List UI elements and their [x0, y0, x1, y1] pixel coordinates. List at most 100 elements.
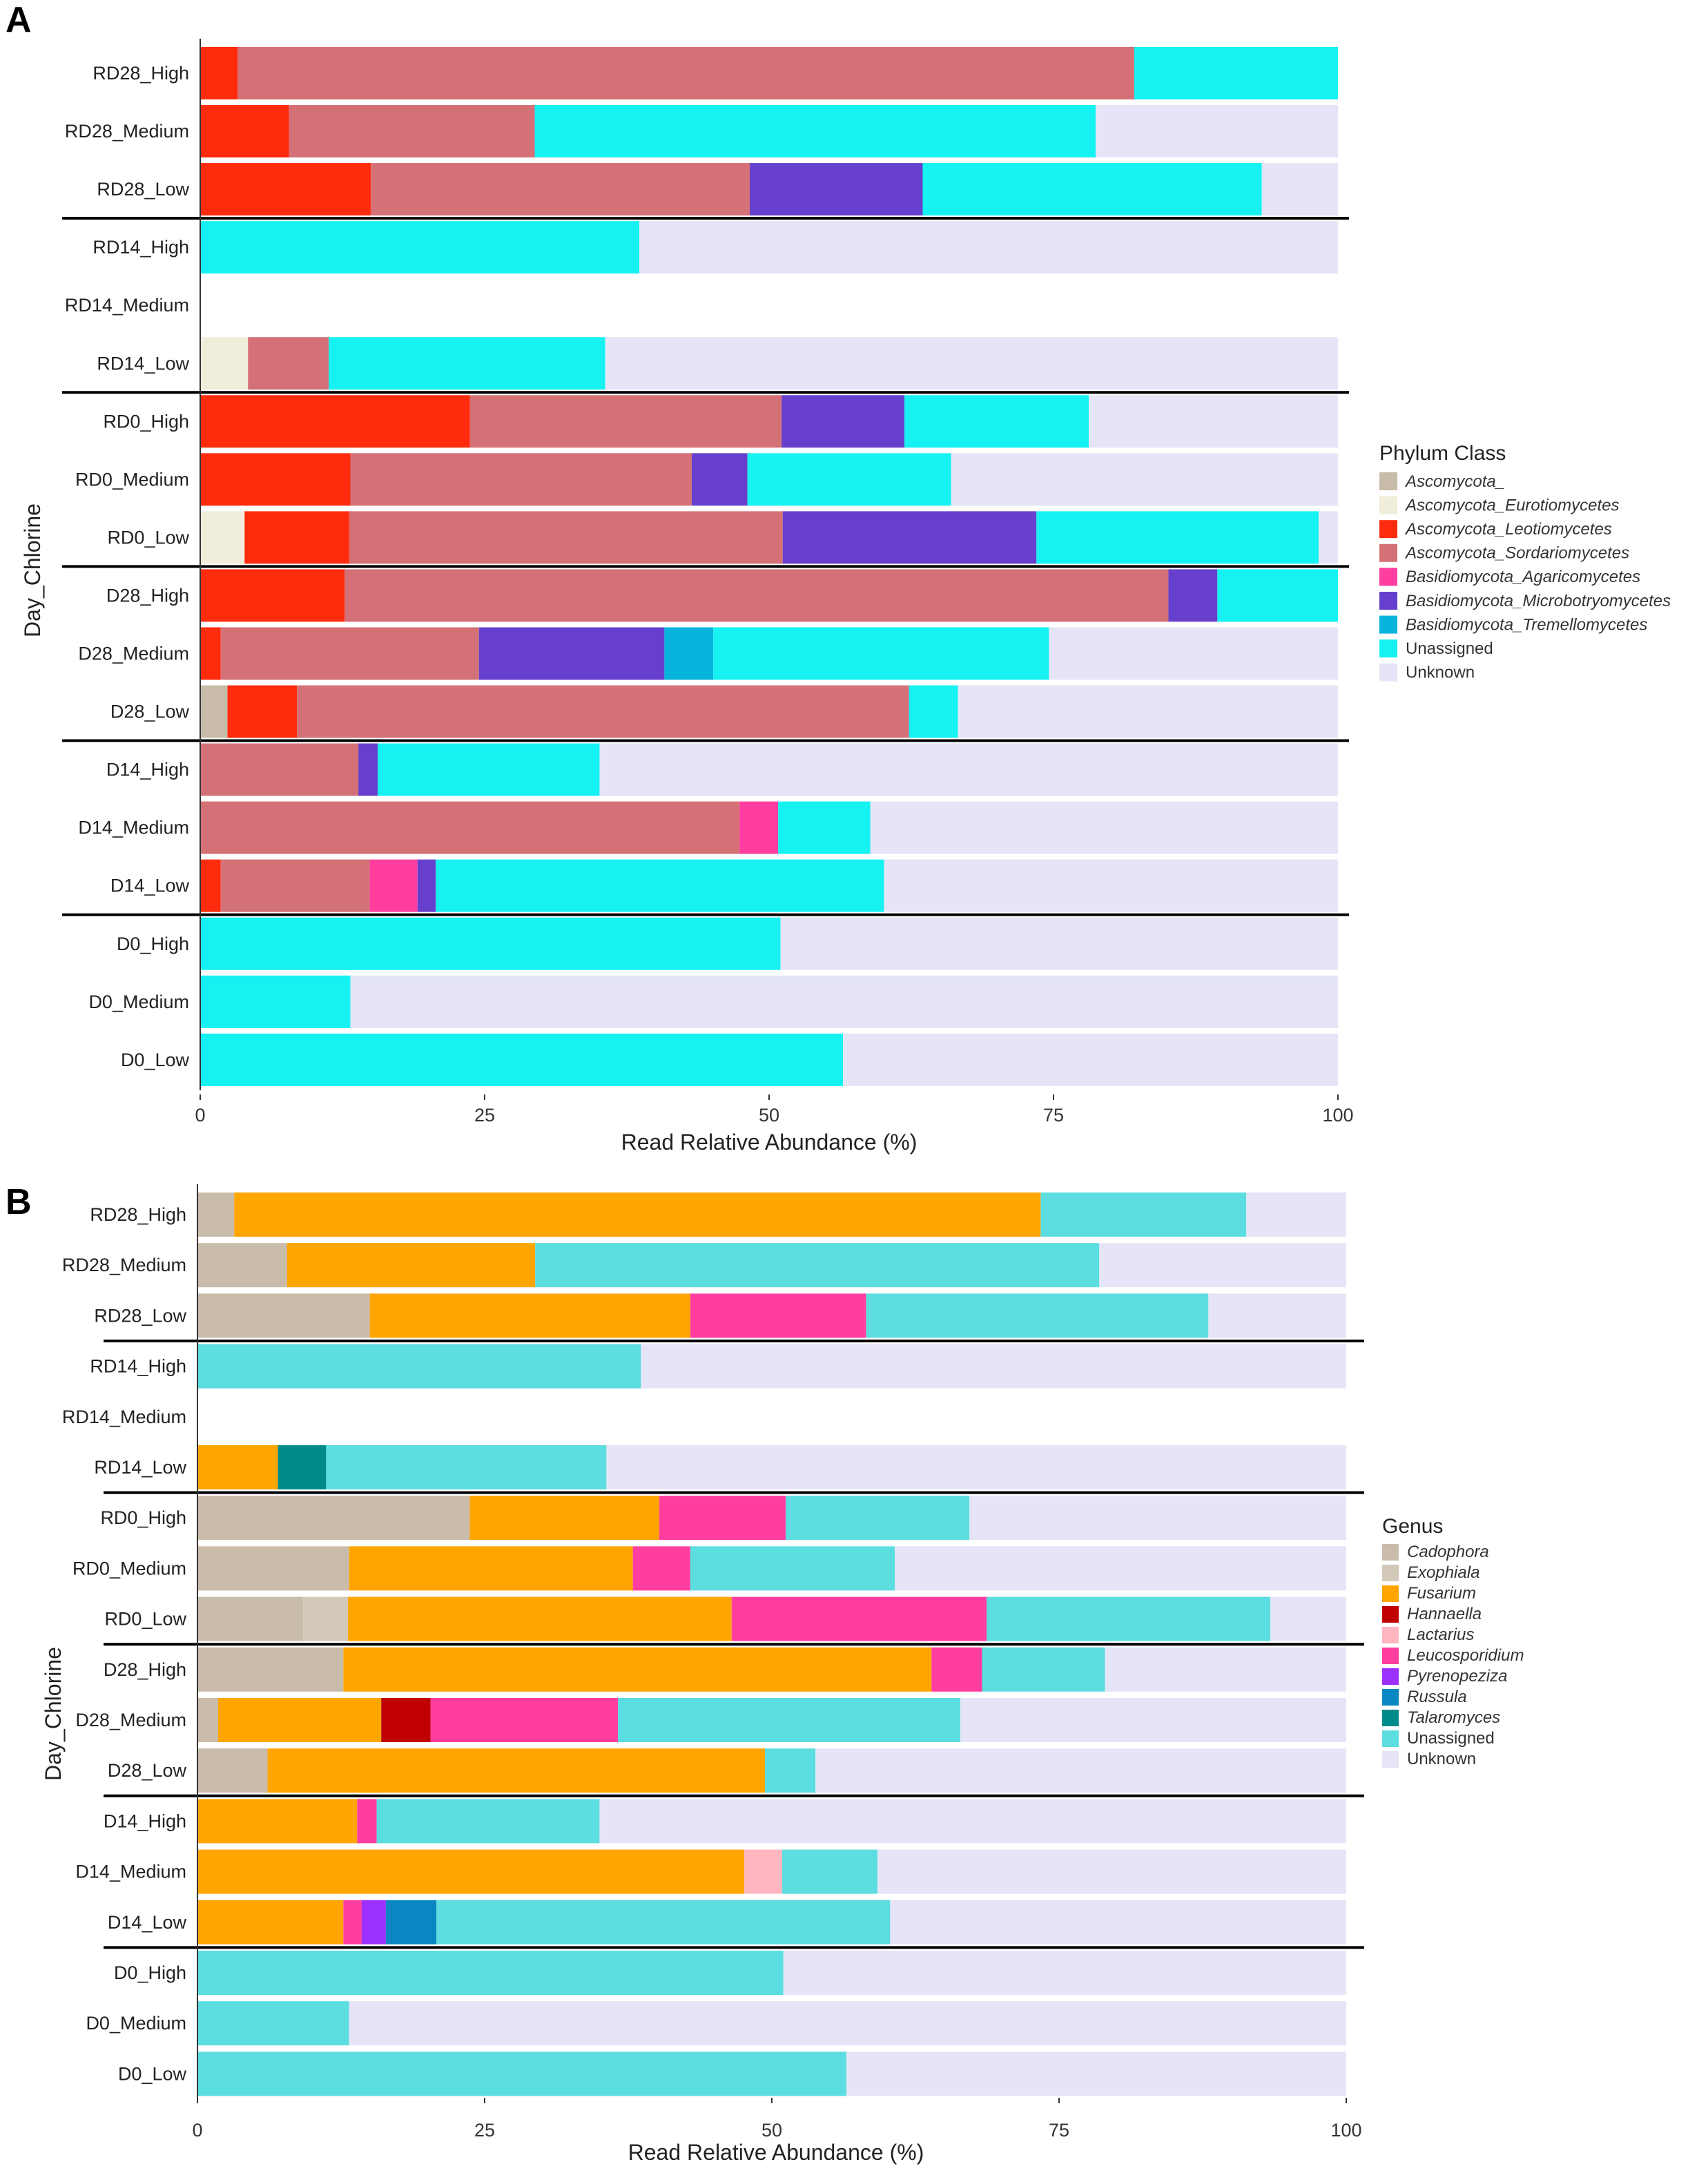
bar-segment-ascomycota-sordariomycetes [469, 395, 782, 448]
category-label: RD14_Low [97, 353, 189, 374]
legend-label: Ascomycota_ [1404, 472, 1505, 491]
bar-segment-unknown [884, 859, 1338, 912]
legend-title: Genus [1382, 1515, 1443, 1538]
bar-segment-unknown [1318, 511, 1338, 564]
bar-segment-unassigned [200, 975, 351, 1028]
legend-swatch-cadophora [1382, 1544, 1399, 1561]
chart-panel-b: B RD28_High RD28_Medium RD28_Low RD14_High RD… [6, 1182, 1524, 2165]
bar-segment-unassigned [1040, 1193, 1247, 1237]
bar-segment-fusarium [347, 1596, 732, 1641]
legend-label: Ascomycota_Sordariomycetes [1404, 544, 1629, 563]
bar-segment-unknown [783, 1951, 1346, 1995]
legend-label: Unknown [1407, 1750, 1476, 1768]
bar-segment-ascomycota-eurotiomycetes [200, 511, 245, 564]
bar-row-d14-medium [197, 1849, 1346, 1894]
bar-segment-unknown [843, 1033, 1338, 1086]
bar-row-d14-low [197, 1900, 1346, 1944]
bar-segment-ascomycota-leotiomycetes [200, 627, 221, 680]
bar-row-d28-medium [200, 627, 1338, 680]
category-label: D14_Medium [75, 1862, 186, 1882]
legend-label: Basidiomycota_Agaricomycetes [1406, 568, 1640, 586]
bar-segment-basidiomycota-microbotryomycetes [478, 627, 665, 680]
bar-row-rd28-low [200, 163, 1338, 216]
category-label: RD0_Low [107, 527, 189, 548]
bar-segment-unassigned [765, 1748, 816, 1793]
legend-label: Unknown [1406, 664, 1475, 682]
bar-segment-leucosporidium [659, 1496, 786, 1541]
bar-segment-ascomycota-leotiomycetes [200, 859, 221, 912]
bar-segment-unassigned [1134, 47, 1338, 99]
bar-segment-ascomycota-leotiomycetes [227, 685, 298, 738]
bar-segment-unknown [969, 1496, 1346, 1541]
chart-panel-a: A RD28_High RD28_Medium RD28_Low RD14_High RD… [6, 0, 1671, 1155]
legend-swatch-basidiomycota-microbotryomycetes [1379, 592, 1397, 610]
bar-segment-leucosporidium [632, 1546, 690, 1591]
category-label: D0_Low [121, 1050, 190, 1070]
bar-segment-unknown [606, 1445, 1346, 1489]
legend-swatch-unknown [1382, 1751, 1399, 1768]
legend-swatch-unassigned [1379, 639, 1397, 658]
bar-segment-fusarium [469, 1496, 659, 1541]
category-label: D28_High [106, 585, 189, 606]
panel-label: B [6, 1182, 32, 1222]
bar-row-rd14-high [197, 1344, 1346, 1389]
bar-row-d14-low [200, 859, 1338, 912]
category-label: D0_High [117, 934, 189, 954]
x-tick-label: 0 [195, 1105, 205, 1126]
bar-segment-ascomycota-sordariomycetes [349, 511, 783, 564]
bar-segment-cadophora [197, 1243, 287, 1288]
legend-label: Basidiomycota_Microbotryomycetes [1406, 592, 1671, 610]
bar-segment-cadophora [197, 1293, 370, 1338]
bar-segment-unassigned [376, 1799, 600, 1844]
legend-label: Unassigned [1407, 1729, 1495, 1748]
category-label: D28_Low [110, 702, 190, 722]
legend-swatch-unassigned [1382, 1730, 1399, 1747]
legend-swatch-talaromyces [1382, 1710, 1399, 1726]
bar-segment-unassigned [326, 1445, 607, 1489]
bar-segment-unknown [641, 1344, 1346, 1389]
bar-row-d28-low [197, 1748, 1346, 1793]
bar-segment-unassigned [618, 1698, 960, 1742]
category-label: D14_High [104, 1811, 186, 1831]
bar-segment-unassigned [535, 1243, 1100, 1288]
legend-label: Exophiala [1407, 1563, 1479, 1582]
bar-row-d28-high [200, 569, 1338, 622]
bar-segment-unassigned [197, 2001, 349, 2046]
bar-segment-basidiomycota-microbotryomycetes [691, 453, 748, 506]
bar-segment-unassigned [329, 337, 605, 390]
x-tick-label: 0 [192, 2120, 202, 2141]
bar-segment-unassigned [1217, 569, 1338, 622]
bar-row-rd28-medium [197, 1243, 1346, 1288]
bar-segment-unassigned [922, 163, 1262, 216]
panel-label: A [6, 0, 32, 40]
category-label: RD0_Low [104, 1609, 186, 1630]
bar-segment-unknown [1095, 105, 1338, 158]
bar-segment-unassigned [436, 1900, 891, 1944]
legend-label: Pyrenopeziza [1407, 1667, 1507, 1686]
category-label: RD0_High [100, 1507, 186, 1528]
bar-segment-unassigned [197, 1951, 784, 1995]
bar-segment-fusarium [369, 1293, 690, 1338]
bar-segment-unassigned [982, 1647, 1105, 1692]
legend-swatch-ascomycota-leotiomycetes [1379, 520, 1397, 539]
bar-row-d14-medium [200, 801, 1338, 854]
bar-segment-unknown [846, 2051, 1346, 2096]
bar-segment-pyrenopeziza [361, 1900, 386, 1944]
bar-segment-unknown [599, 743, 1339, 796]
bar-segment-unknown [599, 1799, 1346, 1844]
bar-segment-basidiomycota-agaricomycetes [739, 801, 779, 854]
y-axis-title: Day_Chlorine [41, 1647, 66, 1781]
bar-segment-hannaella [381, 1698, 431, 1742]
bar-segment-ascomycota-sordariomycetes [200, 743, 359, 796]
bar-row-d28-medium [197, 1698, 1346, 1742]
bar-segment-fusarium [197, 1799, 358, 1844]
bar-row-rd28-low [197, 1293, 1346, 1338]
bar-segment-fusarium [349, 1546, 633, 1591]
x-tick-label: 50 [759, 1105, 779, 1126]
bar-row-d14-high [200, 743, 1339, 796]
bar-segment-unassigned [200, 917, 781, 970]
bar-segment-ascomycota-leotiomycetes [244, 511, 349, 564]
bar-segment-cadophora [197, 1748, 268, 1793]
legend-swatch-exophiala [1382, 1565, 1399, 1581]
bar-segment-unknown [349, 2001, 1346, 2046]
